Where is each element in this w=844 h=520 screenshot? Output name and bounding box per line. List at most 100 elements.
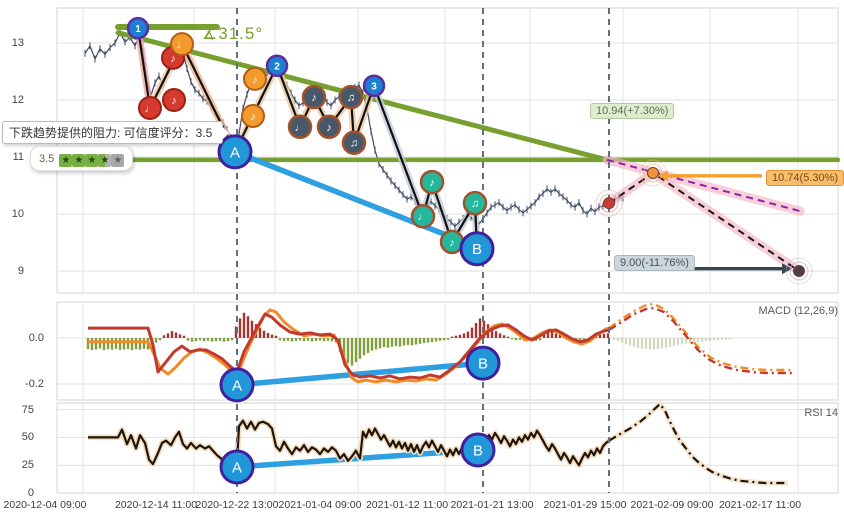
x-axis-tick: 2020-12-22 13:00 — [195, 499, 279, 511]
svg-text:♪: ♪ — [171, 95, 177, 107]
price-dot[interactable] — [603, 197, 615, 210]
svg-text:A: A — [232, 377, 242, 394]
wave-marker-♪[interactable]: ♪ — [301, 84, 327, 110]
wave-marker-♪[interactable]: ♪ — [162, 88, 186, 112]
svg-text:♪: ♪ — [449, 237, 455, 249]
wave-marker-B[interactable]: B — [460, 432, 496, 468]
svg-text:♩: ♩ — [418, 211, 429, 223]
svg-text:1: 1 — [135, 24, 141, 35]
wave-marker-1[interactable]: 1 — [126, 16, 150, 40]
svg-text:B: B — [472, 241, 482, 258]
x-axis-tick: 2021-02-17 11:00 — [718, 499, 802, 511]
wave-marker-♩[interactable]: ♩ — [170, 32, 194, 57]
svg-text:♫: ♫ — [350, 138, 358, 150]
svg-text:3: 3 — [371, 81, 377, 92]
rating-value: 3.5 — [39, 153, 55, 165]
panel-border — [56, 402, 839, 494]
star-icon: ★ — [72, 154, 86, 167]
wave-marker-♫[interactable]: ♫ — [338, 84, 364, 110]
projection-arrowhead-icon — [782, 263, 792, 275]
rsi-glow — [88, 417, 611, 468]
svg-text:♫: ♫ — [471, 198, 479, 210]
svg-text:♪: ♪ — [326, 122, 332, 134]
price-axis-tick: 11 — [12, 151, 24, 163]
price-projection-label: 10.94(+7.30%) — [590, 103, 675, 119]
rsi-axis-tick: 75 — [21, 403, 34, 416]
star-icon: ★ — [59, 154, 73, 167]
svg-text:♩: ♩ — [145, 103, 156, 115]
price-axis-tick: 13 — [11, 37, 24, 49]
wave-marker-B[interactable]: B — [459, 231, 495, 267]
rsi-panel-title: RSI 14 — [804, 407, 838, 419]
ab-trendline-macd[interactable] — [234, 360, 486, 388]
star-icon: ★ — [111, 154, 125, 167]
price-axis-tick: 12 — [11, 94, 24, 106]
wave-marker-♩[interactable]: ♩ — [287, 114, 313, 140]
wave-marker-♩[interactable]: ♩ — [410, 204, 436, 229]
wave-marker-2[interactable]: 2 — [265, 54, 289, 78]
macd-signal-projection — [608, 302, 792, 372]
price-dot[interactable] — [647, 166, 659, 179]
rsi-axis-tick: 0 — [27, 487, 34, 499]
star-icon: ★ — [98, 154, 112, 167]
angle-label: ∡31.5° — [202, 24, 264, 43]
star-icon: ★ — [85, 154, 99, 167]
wave-marker-♫[interactable]: ♫ — [462, 190, 488, 216]
svg-text:B: B — [473, 442, 483, 459]
svg-text:A: A — [232, 459, 242, 476]
price-projection-line-alt[interactable] — [606, 158, 801, 213]
x-axis-tick: 2021-01-29 15:00 — [543, 499, 627, 511]
rsi-axis-tick: 50 — [21, 431, 34, 444]
price-dot[interactable] — [793, 265, 805, 277]
svg-text:2: 2 — [274, 61, 280, 72]
wave-line[interactable] — [136, 28, 152, 109]
dot-halo — [639, 159, 667, 187]
wave-marker-♫[interactable]: ♫ — [341, 130, 367, 155]
wave-marker-A[interactable]: A — [219, 449, 255, 485]
svg-text:♩: ♩ — [295, 122, 306, 134]
wave-marker-A[interactable]: A — [219, 367, 255, 403]
macd-projection — [608, 306, 792, 375]
wave-marker-3[interactable]: 3 — [362, 74, 386, 97]
dot-halo — [599, 193, 619, 213]
rsi-line — [88, 419, 610, 467]
wave-marker-♪[interactable]: ♪ — [243, 66, 267, 91]
svg-text:A: A — [230, 144, 240, 161]
wave-line[interactable] — [372, 85, 425, 217]
svg-text:B: B — [478, 355, 488, 372]
rating-stars-icon: ★ ★ ★ ★ ★ — [59, 150, 125, 168]
tooltip-arrow-icon — [222, 127, 230, 139]
wave-marker-A[interactable]: A — [217, 134, 253, 170]
price-axis-tick: 9 — [17, 265, 24, 277]
macd-line — [88, 312, 610, 381]
svg-text:♪: ♪ — [250, 111, 256, 123]
rsi-projection — [608, 402, 788, 485]
svg-text:♪: ♪ — [252, 74, 258, 86]
macd-axis-tick: 0.0 — [28, 332, 44, 344]
price-projection-label: 9.00(-11.76%) — [614, 255, 695, 271]
wave-marker-♪[interactable]: ♪ — [241, 103, 265, 128]
wave-marker-♪[interactable]: ♪ — [419, 169, 445, 195]
svg-text:♪: ♪ — [311, 92, 317, 104]
macd-axis-tick: -0.2 — [25, 378, 44, 390]
dot-halo — [595, 189, 623, 217]
macd-panel-title: MACD (12,26,9) — [758, 305, 838, 317]
dot-halo — [789, 261, 809, 281]
rsi-axis-tick: 25 — [21, 459, 34, 472]
x-axis-tick: 2021-01-12 11:00 — [365, 499, 449, 511]
svg-text:♪: ♪ — [170, 53, 176, 65]
confidence-rating-badge[interactable]: 3.5 ★ ★ ★ ★ ★ — [30, 146, 134, 171]
x-axis-tick: 2021-01-21 13:00 — [450, 499, 534, 511]
wave-marker-♪[interactable]: ♪ — [316, 114, 342, 140]
svg-text:♪: ♪ — [429, 177, 435, 189]
panel-border — [56, 301, 839, 401]
wave-marker-B[interactable]: B — [465, 345, 501, 381]
trend-tooltip: 下跌趋势提供的阻力: 可信度评分：3.5 — [2, 121, 230, 144]
dot-halo — [785, 257, 813, 285]
ab-trendline-price[interactable] — [232, 149, 480, 250]
trend-tooltip-text: 下跌趋势提供的阻力: 可信度评分：3.5 — [9, 126, 213, 140]
x-axis-tick: 2021-01-04 09:00 — [278, 499, 362, 511]
wave-marker-♩[interactable]: ♩ — [138, 95, 162, 120]
